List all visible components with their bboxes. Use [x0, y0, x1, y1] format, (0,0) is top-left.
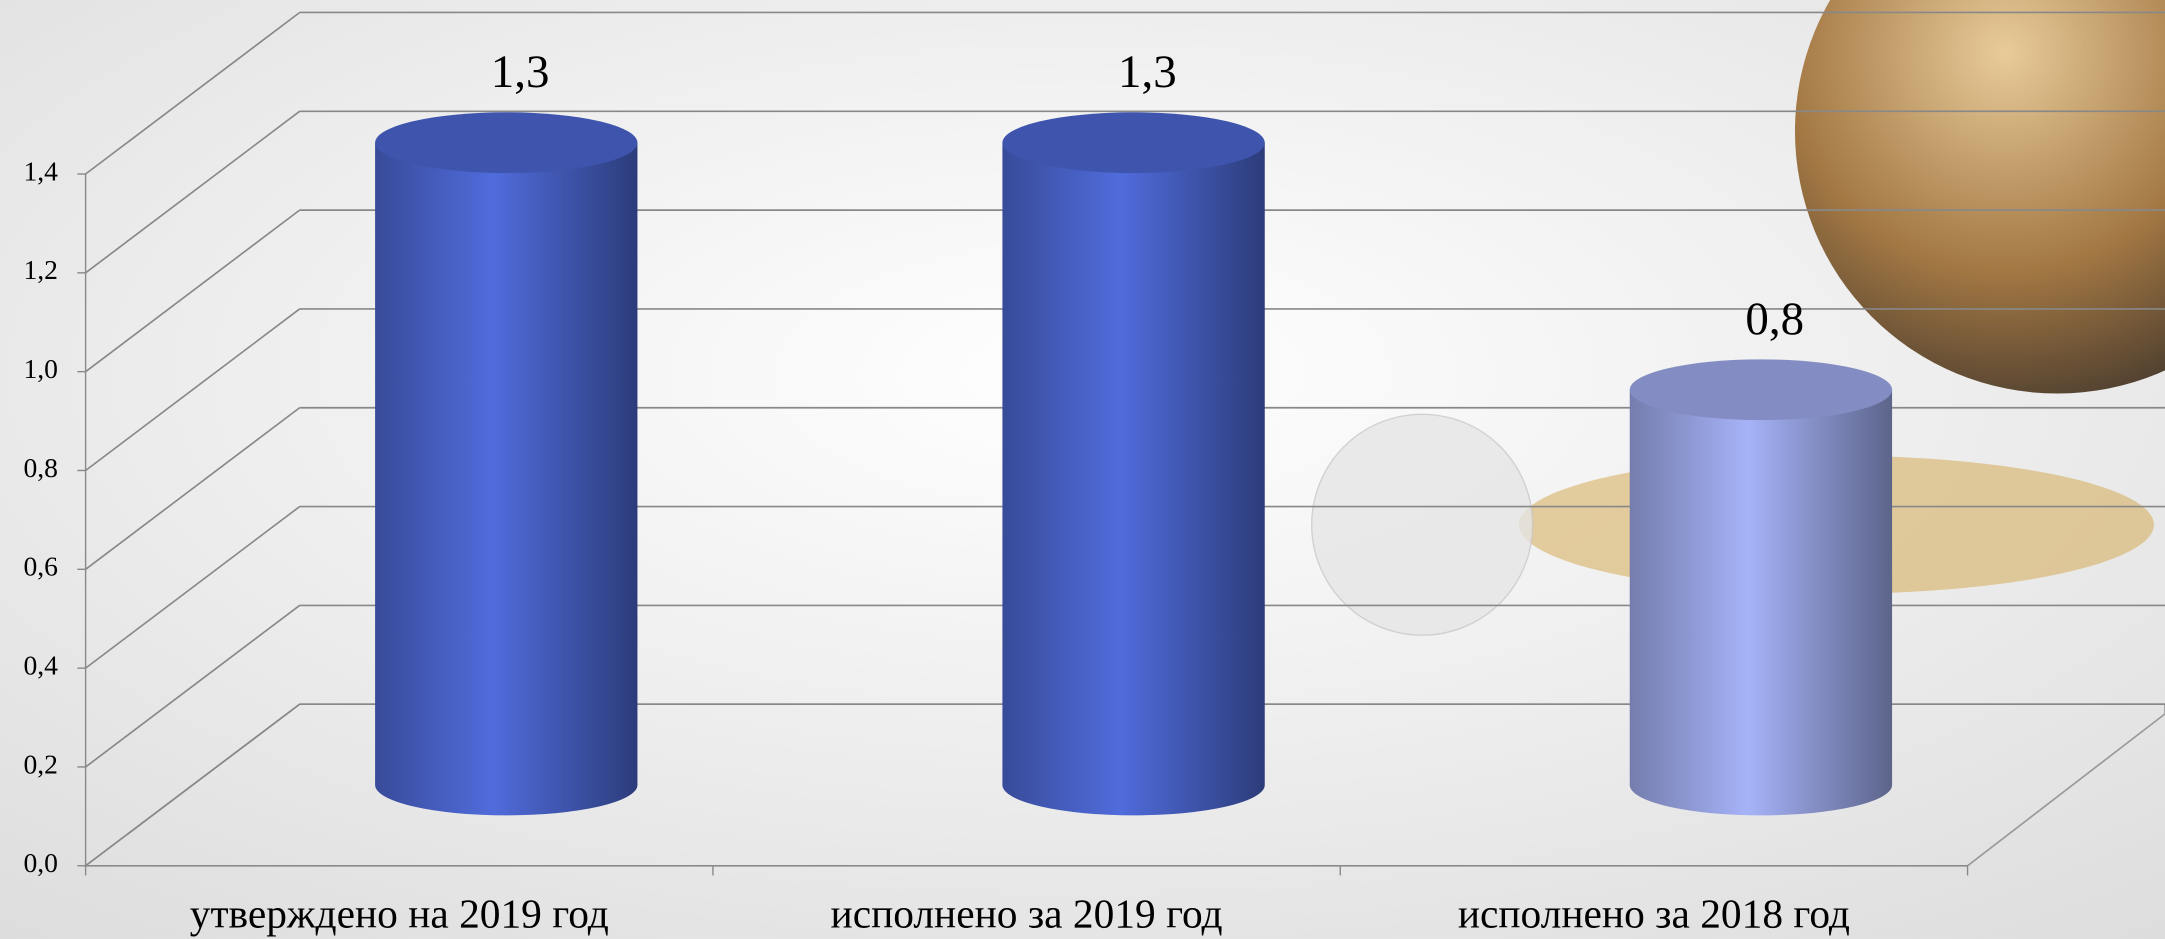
grid-line	[85, 308, 301, 472]
value-label: 1,3	[1118, 46, 1177, 98]
decor-glass-globe	[1311, 413, 1534, 636]
y-tick-label: 1,4	[23, 155, 58, 186]
y-tick-label: 1,0	[23, 353, 58, 384]
bar-body	[1629, 389, 1893, 816]
grid-line	[85, 11, 301, 175]
plot: 0,0 0,2 0,4 0,6 0,8 1,0 1,2 1,4 утверждено на 20…	[23, 11, 2165, 937]
x-tick-label: утверждено на 2019 год	[190, 891, 609, 937]
x-tick-label: исполнено за 2019 год	[831, 891, 1223, 937]
y-tick-label: 0,8	[23, 452, 58, 483]
bar-top	[375, 112, 638, 174]
y-tick-label: 1,2	[23, 254, 58, 285]
y-tick-label: 0,0	[23, 847, 58, 878]
grid-line	[85, 407, 301, 570]
grid-line	[85, 110, 301, 274]
y-tick-label: 0,2	[23, 748, 58, 779]
y-tick-label: 0,4	[23, 649, 58, 680]
x-tick-label: исполнено за 2018 год	[1458, 891, 1850, 937]
decor-globe	[1795, 0, 2165, 394]
value-label: 1,3	[491, 46, 550, 98]
bar-top	[1629, 359, 1893, 421]
grid-line	[85, 604, 301, 768]
value-label: 0,8	[1745, 293, 1804, 345]
grid-line	[85, 703, 301, 867]
grid-line	[85, 505, 301, 669]
bar-body	[375, 142, 638, 816]
y-tick-label: 0,6	[23, 551, 58, 582]
bar-top	[1002, 112, 1265, 174]
bar-body	[1002, 142, 1265, 816]
grid-line	[85, 209, 301, 373]
